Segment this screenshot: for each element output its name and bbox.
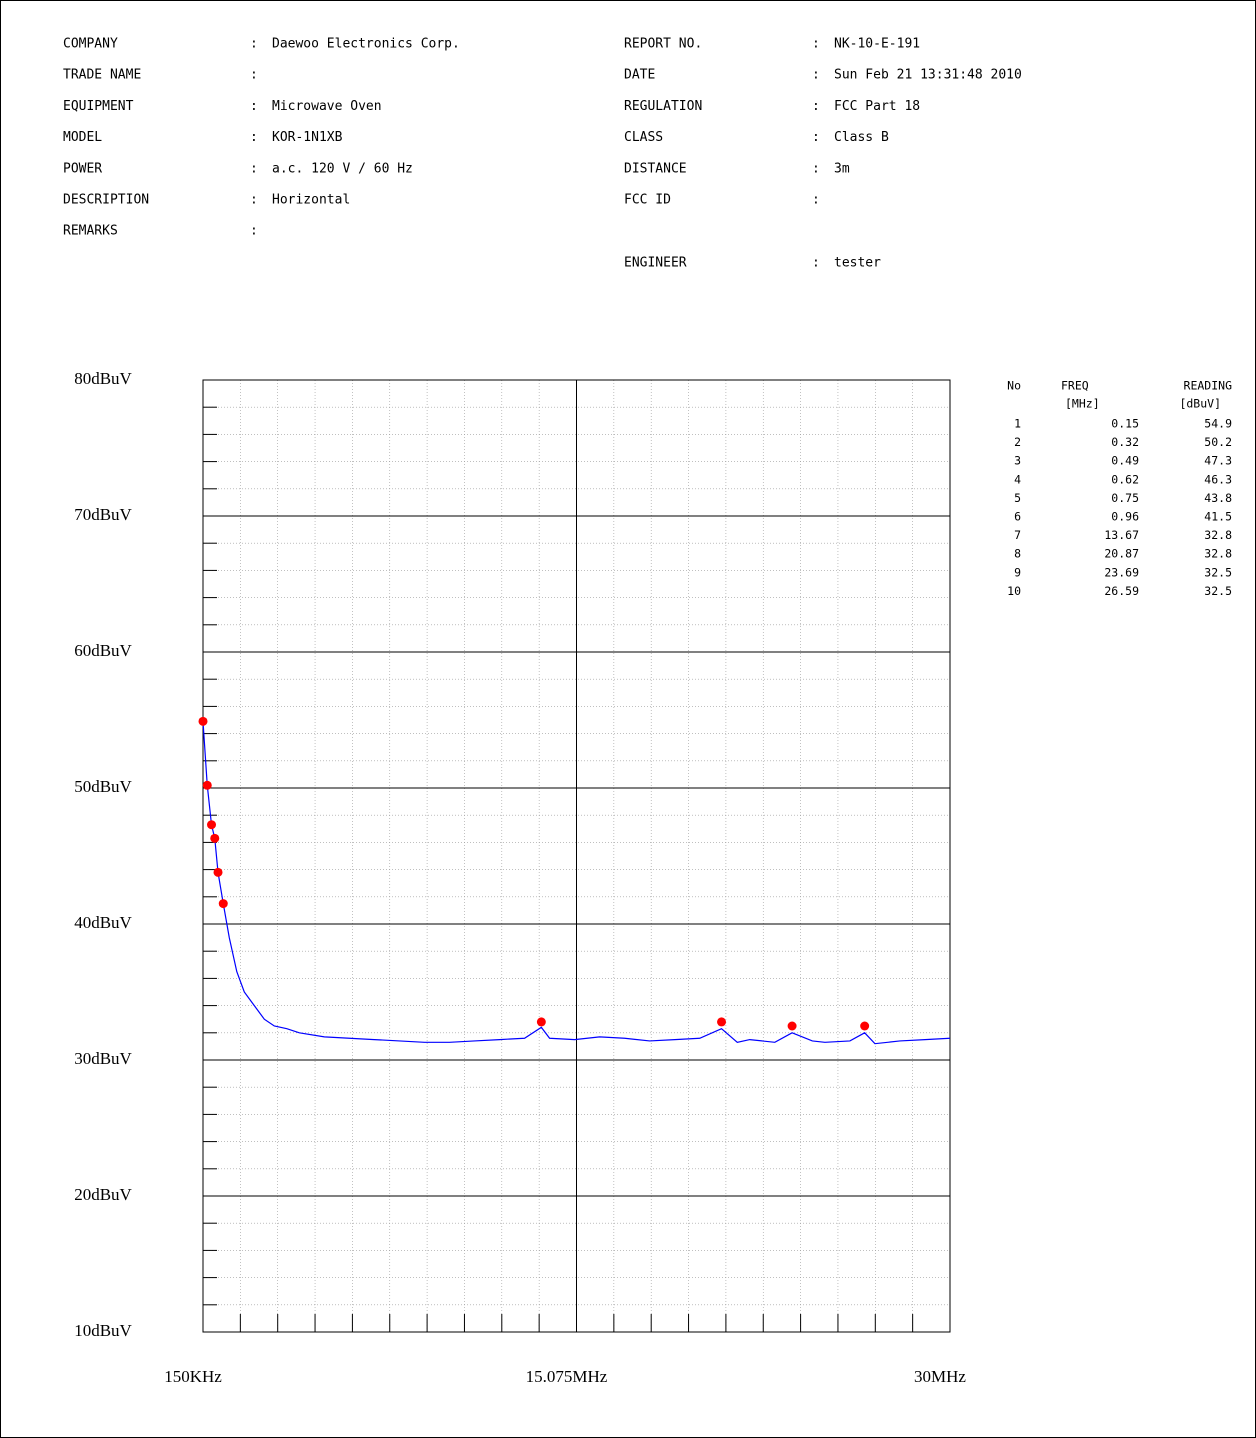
field-colon: : xyxy=(812,161,820,176)
table-reading: 47.3 xyxy=(1204,454,1232,468)
field-colon: : xyxy=(250,224,258,239)
field-label: DESCRIPTION xyxy=(63,193,149,208)
y-tick-label: 80dBuV xyxy=(74,369,132,388)
field-label: CLASS xyxy=(624,130,663,145)
field-label: TRADE NAME xyxy=(63,68,141,83)
table-reading: 50.2 xyxy=(1204,435,1232,449)
table-header: FREQ xyxy=(1061,379,1089,393)
field-colon: : xyxy=(812,37,820,52)
peak-marker xyxy=(207,820,217,830)
table-freq: 0.49 xyxy=(1111,454,1139,468)
peak-marker xyxy=(213,867,223,877)
field-colon: : xyxy=(250,68,258,83)
table-header: READING xyxy=(1184,379,1233,393)
field-colon: : xyxy=(250,37,258,52)
y-tick-label: 60dBuV xyxy=(74,641,132,660)
field-label: DISTANCE xyxy=(624,161,687,176)
y-tick-label: 10dBuV xyxy=(74,1321,132,1340)
field-value: KOR-1N1XB xyxy=(272,130,343,145)
field-value: NK-10-E-191 xyxy=(834,37,920,52)
y-tick-label: 40dBuV xyxy=(74,913,132,932)
field-label: COMPANY xyxy=(63,37,118,52)
table-freq: 0.62 xyxy=(1111,472,1139,486)
peak-marker xyxy=(198,716,208,726)
table-no: 5 xyxy=(1014,491,1021,505)
table-no: 1 xyxy=(1014,417,1021,431)
table-reading: 46.3 xyxy=(1204,472,1232,486)
peak-marker xyxy=(218,899,228,909)
field-value: FCC Part 18 xyxy=(834,99,920,114)
field-value: Class B xyxy=(834,130,889,145)
peak-marker xyxy=(536,1017,546,1027)
field-value: Horizontal xyxy=(272,193,350,208)
table-reading: 32.8 xyxy=(1204,547,1232,561)
table-unit: [dBuV] xyxy=(1179,397,1221,411)
table-freq: 0.96 xyxy=(1111,510,1139,524)
field-value: 3m xyxy=(834,161,850,176)
field-colon: : xyxy=(812,256,820,271)
field-colon: : xyxy=(812,68,820,83)
table-header: No xyxy=(1007,379,1021,393)
table-reading: 32.5 xyxy=(1204,565,1232,579)
table-no: 2 xyxy=(1014,435,1021,449)
field-colon: : xyxy=(250,99,258,114)
table-freq: 26.59 xyxy=(1104,584,1139,598)
table-no: 8 xyxy=(1014,547,1021,561)
field-value: Sun Feb 21 13:31:48 2010 xyxy=(834,68,1022,83)
trace-line xyxy=(202,721,951,1045)
field-label: REPORT NO. xyxy=(624,37,702,52)
table-freq: 0.15 xyxy=(1111,417,1139,431)
field-label: REGULATION xyxy=(624,99,702,114)
table-no: 6 xyxy=(1014,510,1021,524)
field-label: ENGINEER xyxy=(624,256,687,271)
table-reading: 32.8 xyxy=(1204,528,1232,542)
field-colon: : xyxy=(812,99,820,114)
field-label: POWER xyxy=(63,161,102,176)
field-value: Microwave Oven xyxy=(272,99,382,114)
table-freq: 13.67 xyxy=(1104,528,1139,542)
field-label: REMARKS xyxy=(63,224,118,239)
table-no: 3 xyxy=(1014,454,1021,468)
table-freq: 0.75 xyxy=(1111,491,1139,505)
peak-marker xyxy=(860,1021,870,1031)
y-tick-label: 20dBuV xyxy=(74,1185,132,1204)
peak-marker xyxy=(210,833,220,843)
peak-marker xyxy=(717,1017,727,1027)
y-tick-label: 70dBuV xyxy=(74,505,132,524)
peak-marker xyxy=(787,1021,797,1031)
table-reading: 54.9 xyxy=(1204,417,1232,431)
field-value: Daewoo Electronics Corp. xyxy=(272,37,460,52)
table-no: 9 xyxy=(1014,565,1021,579)
field-colon: : xyxy=(812,130,820,145)
table-freq: 20.87 xyxy=(1104,547,1139,561)
x-tick-label: 150KHz xyxy=(164,1367,222,1386)
x-tick-label: 15.075MHz xyxy=(526,1367,608,1386)
y-tick-label: 50dBuV xyxy=(74,777,132,796)
x-tick-label: 30MHz xyxy=(914,1367,966,1386)
y-tick-label: 30dBuV xyxy=(74,1049,132,1068)
table-no: 4 xyxy=(1014,472,1021,486)
table-freq: 23.69 xyxy=(1104,565,1139,579)
field-colon: : xyxy=(250,161,258,176)
table-no: 7 xyxy=(1014,528,1021,542)
field-label: DATE xyxy=(624,68,655,83)
table-no: 10 xyxy=(1007,584,1021,598)
field-label: EQUIPMENT xyxy=(63,99,134,114)
field-label: MODEL xyxy=(63,130,102,145)
table-reading: 32.5 xyxy=(1204,584,1232,598)
table-freq: 0.32 xyxy=(1111,435,1139,449)
field-colon: : xyxy=(250,193,258,208)
table-reading: 43.8 xyxy=(1204,491,1232,505)
table-reading: 41.5 xyxy=(1204,510,1232,524)
table-unit: [MHz] xyxy=(1065,397,1100,411)
field-colon: : xyxy=(250,130,258,145)
field-value: a.c. 120 V / 60 Hz xyxy=(272,161,413,176)
field-value: tester xyxy=(834,256,881,271)
plot-frame xyxy=(202,379,951,1333)
field-colon: : xyxy=(812,193,820,208)
field-label: FCC ID xyxy=(624,193,671,208)
peak-marker xyxy=(202,780,212,790)
